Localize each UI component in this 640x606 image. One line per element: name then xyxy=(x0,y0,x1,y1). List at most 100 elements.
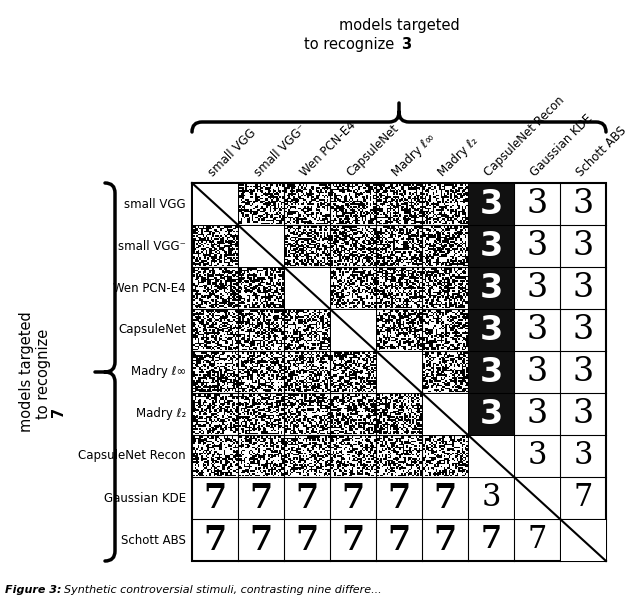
Text: models targeted: models targeted xyxy=(339,18,460,33)
Bar xyxy=(468,393,513,435)
Bar xyxy=(515,225,559,267)
Text: 3: 3 xyxy=(526,398,548,430)
Text: small VGG: small VGG xyxy=(206,126,259,179)
Bar xyxy=(561,225,605,267)
Text: 3: 3 xyxy=(572,230,594,262)
Text: 7: 7 xyxy=(204,482,227,514)
Text: Wen PCN-E4: Wen PCN-E4 xyxy=(113,282,186,295)
Bar xyxy=(285,519,330,561)
Bar xyxy=(285,478,330,519)
Text: Wen PCN-E4: Wen PCN-E4 xyxy=(298,118,358,179)
Text: 3: 3 xyxy=(479,271,502,304)
Text: to recognize: to recognize xyxy=(304,37,399,52)
Bar xyxy=(330,478,376,519)
Bar xyxy=(239,519,284,561)
Text: 3: 3 xyxy=(479,356,502,388)
Text: 3: 3 xyxy=(527,441,547,471)
Bar xyxy=(239,478,284,519)
Text: 7: 7 xyxy=(341,524,365,556)
Text: models targeted
to recognize: models targeted to recognize xyxy=(19,311,51,432)
Text: CapsuleNet: CapsuleNet xyxy=(118,324,186,336)
Text: Madry ℓ∞: Madry ℓ∞ xyxy=(390,131,438,179)
Bar xyxy=(561,393,605,435)
Text: 7: 7 xyxy=(250,524,273,556)
Bar xyxy=(561,267,605,308)
Bar xyxy=(515,478,559,519)
Text: CapsuleNet Recon: CapsuleNet Recon xyxy=(482,94,567,179)
Bar xyxy=(376,478,422,519)
Bar xyxy=(193,478,237,519)
Bar xyxy=(561,351,605,393)
Text: Synthetic controversial stimuli, contrasting nine differe...: Synthetic controversial stimuli, contras… xyxy=(64,585,381,595)
Text: 3: 3 xyxy=(526,230,548,262)
Text: small VGG: small VGG xyxy=(124,198,186,210)
Text: 7: 7 xyxy=(527,525,547,556)
Bar xyxy=(468,519,513,561)
Bar xyxy=(561,310,605,350)
Text: 3: 3 xyxy=(526,356,548,388)
Text: 7: 7 xyxy=(204,524,227,556)
Bar xyxy=(561,436,605,476)
Text: Figure 3:: Figure 3: xyxy=(5,585,61,595)
Text: 3: 3 xyxy=(572,398,594,430)
Bar xyxy=(468,478,513,519)
Text: 3: 3 xyxy=(572,356,594,388)
Bar xyxy=(468,310,513,350)
Bar xyxy=(330,519,376,561)
Text: 3: 3 xyxy=(572,188,594,220)
Bar xyxy=(193,184,237,224)
Bar xyxy=(515,184,559,224)
Text: Gaussian KDE: Gaussian KDE xyxy=(528,112,595,179)
Bar xyxy=(468,267,513,308)
Text: Madry ℓ∞: Madry ℓ∞ xyxy=(131,365,186,379)
Text: Madry ℓ₂: Madry ℓ₂ xyxy=(436,135,481,179)
Text: 3: 3 xyxy=(526,272,548,304)
Bar xyxy=(422,393,467,435)
Bar xyxy=(561,184,605,224)
Bar xyxy=(468,436,513,476)
Text: 3: 3 xyxy=(572,272,594,304)
Text: 7: 7 xyxy=(250,482,273,514)
Text: 7: 7 xyxy=(387,524,411,556)
Text: CapsuleNet Recon: CapsuleNet Recon xyxy=(78,450,186,462)
Text: 3: 3 xyxy=(479,313,502,347)
Text: 7: 7 xyxy=(296,524,319,556)
Bar xyxy=(422,478,467,519)
Bar xyxy=(376,351,422,393)
Text: 3: 3 xyxy=(479,187,502,221)
Bar xyxy=(515,393,559,435)
Bar xyxy=(192,183,606,561)
Bar xyxy=(561,478,605,519)
Bar xyxy=(468,184,513,224)
Bar xyxy=(515,436,559,476)
Text: Schott ABS: Schott ABS xyxy=(121,533,186,547)
Text: Schott ABS: Schott ABS xyxy=(574,124,629,179)
Text: 3: 3 xyxy=(572,314,594,346)
Bar xyxy=(193,519,237,561)
Text: 3: 3 xyxy=(481,482,500,513)
Bar xyxy=(468,351,513,393)
Bar xyxy=(239,225,284,267)
Text: small VGG⁻: small VGG⁻ xyxy=(252,122,309,179)
Bar xyxy=(515,310,559,350)
Bar xyxy=(468,225,513,267)
Text: 3: 3 xyxy=(526,188,548,220)
Bar xyxy=(561,519,605,561)
Text: 7: 7 xyxy=(296,482,319,514)
Bar xyxy=(285,267,330,308)
Text: 3: 3 xyxy=(526,314,548,346)
Bar xyxy=(515,267,559,308)
Text: 7: 7 xyxy=(341,482,365,514)
Text: 7: 7 xyxy=(433,524,456,556)
Text: 7: 7 xyxy=(51,407,65,417)
Text: 3: 3 xyxy=(479,230,502,262)
Text: 3: 3 xyxy=(401,37,411,52)
Text: Madry ℓ₂: Madry ℓ₂ xyxy=(136,407,186,421)
Text: 3: 3 xyxy=(573,441,593,471)
Bar xyxy=(376,519,422,561)
Text: 7: 7 xyxy=(433,482,456,514)
Text: small VGG⁻: small VGG⁻ xyxy=(118,239,186,253)
Text: 7: 7 xyxy=(573,482,593,513)
Text: CapsuleNet: CapsuleNet xyxy=(344,122,401,179)
Text: 7: 7 xyxy=(387,482,411,514)
